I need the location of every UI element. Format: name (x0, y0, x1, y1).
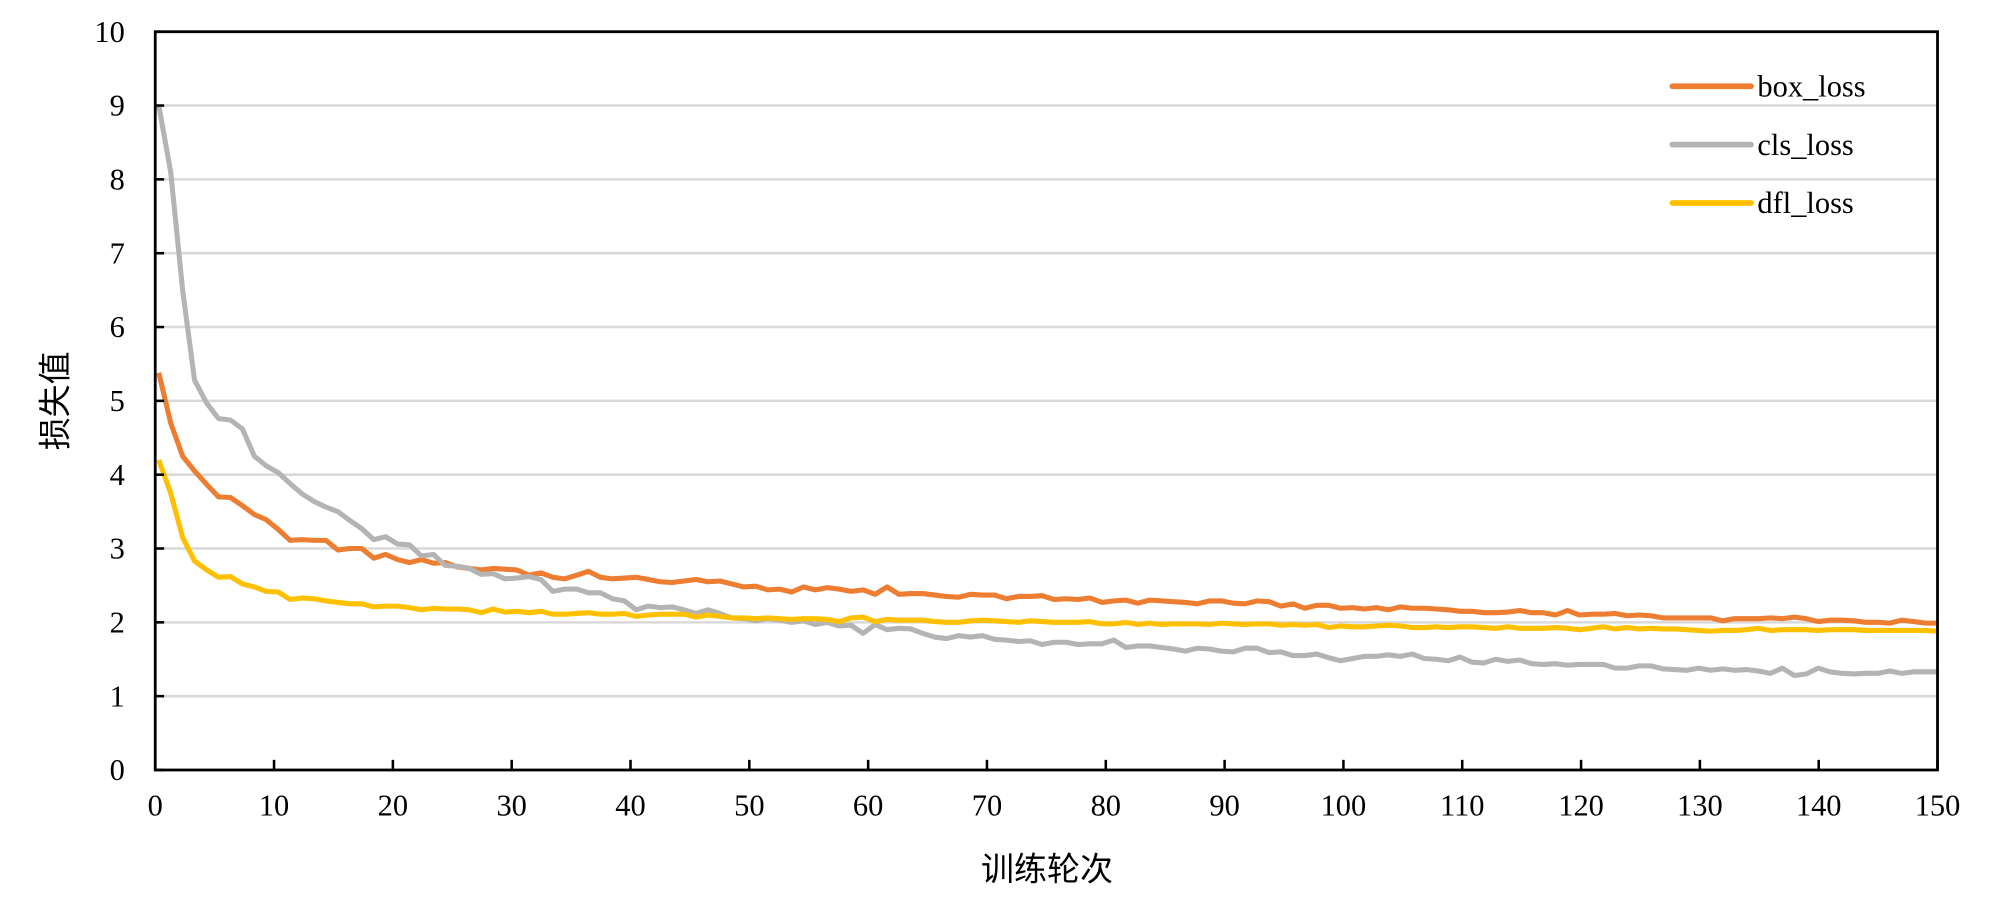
x-tick-label: 30 (496, 789, 526, 823)
y-tick-label: 1 (110, 679, 125, 713)
x-tick-label: 50 (734, 789, 764, 823)
x-tick-label: 110 (1440, 789, 1485, 823)
x-tick-label: 10 (259, 789, 289, 823)
y-tick-label: 7 (110, 236, 125, 270)
y-tick-label: 10 (94, 15, 124, 49)
legend-label: dfl_loss (1757, 186, 1853, 220)
x-tick-label: 70 (972, 789, 1002, 823)
plot-frame (153, 30, 1939, 772)
y-tick-label: 4 (110, 458, 125, 492)
y-tick-label: 2 (110, 605, 125, 639)
x-tick-label: 80 (1091, 789, 1121, 823)
x-tick-label: 0 (148, 789, 163, 823)
y-tick-label: 9 (110, 89, 125, 123)
legend: box_loss cls_loss dfl_loss (1669, 69, 1866, 220)
series-line-box-loss (156, 372, 1938, 626)
x-tick-label: 120 (1558, 789, 1604, 823)
y-tick-label: 8 (110, 163, 125, 197)
y-tick-label: 3 (110, 532, 125, 566)
y-tick-label: 0 (110, 753, 125, 787)
series-line-cls-loss (156, 105, 1938, 679)
series-line-dfl-loss (156, 459, 1938, 634)
x-tick-label: 40 (615, 789, 645, 823)
x-tick-label: 90 (1209, 789, 1239, 823)
legend-label: cls_loss (1757, 128, 1853, 162)
x-tick-label: 150 (1915, 789, 1961, 823)
x-tick-label: 60 (853, 789, 883, 823)
x-tick-label: 140 (1796, 789, 1842, 823)
x-tick-label: 130 (1677, 789, 1723, 823)
y-tick-label: 5 (110, 384, 125, 418)
x-axis-title: 训练轮次 (981, 849, 1113, 888)
legend-label: box_loss (1757, 69, 1865, 103)
x-tick-label: 20 (378, 789, 408, 823)
y-tick-label: 6 (110, 310, 125, 344)
y-axis-title: 损失值 (35, 351, 74, 450)
x-tick-label: 100 (1321, 789, 1367, 823)
